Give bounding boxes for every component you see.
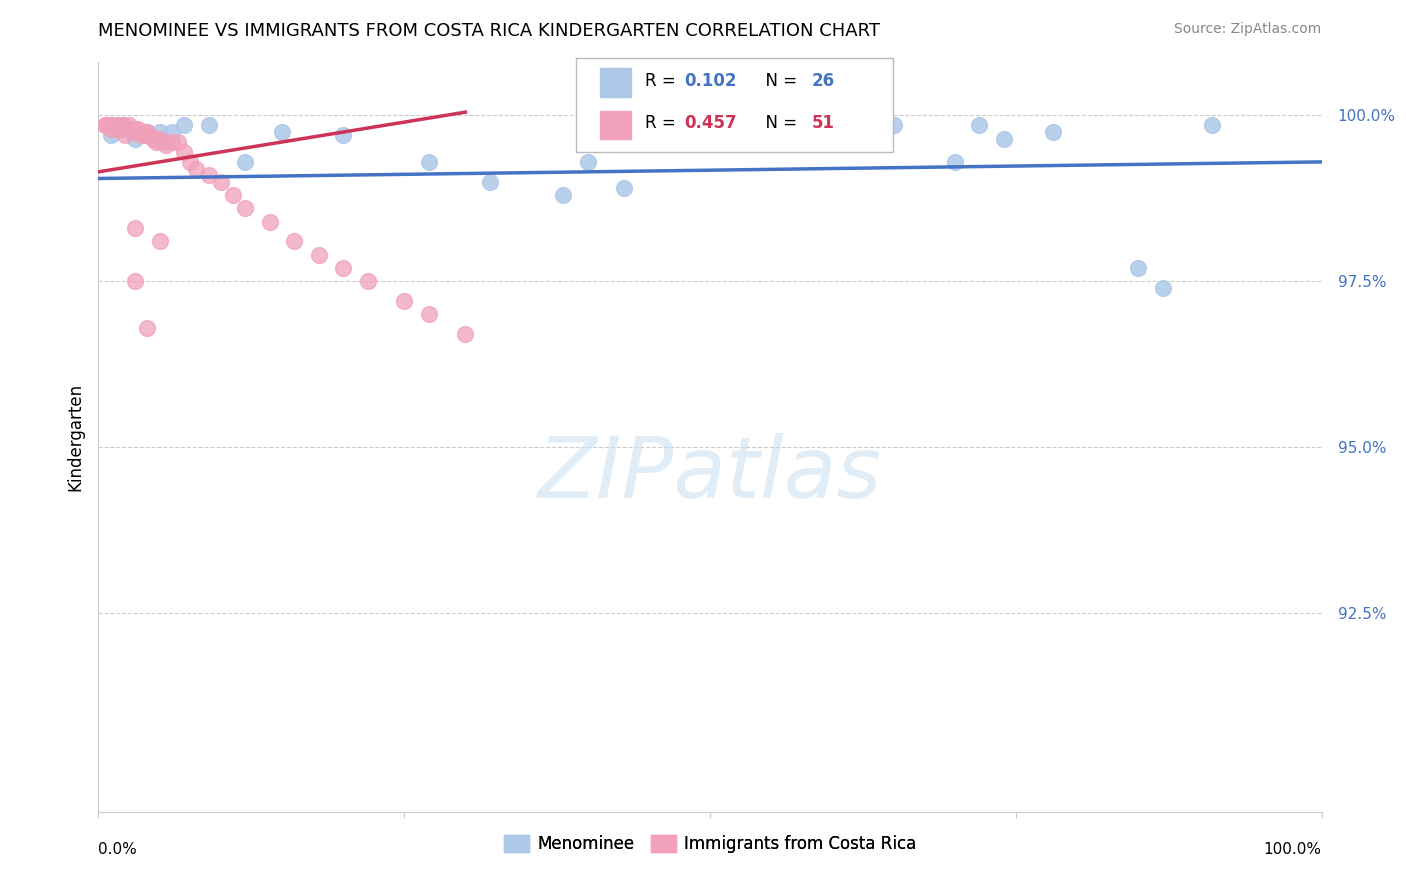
- Legend: Menominee, Immigrants from Costa Rica: Menominee, Immigrants from Costa Rica: [496, 828, 924, 860]
- Point: [105, 119, 128, 133]
- Point: [98, 119, 121, 133]
- Point: [111, 119, 134, 133]
- Point: [356, 274, 378, 288]
- Point: [197, 168, 219, 182]
- Text: 51: 51: [811, 114, 834, 132]
- Point: [136, 125, 159, 139]
- Point: [155, 138, 177, 153]
- Point: [233, 202, 256, 216]
- Point: [418, 307, 440, 321]
- Point: [723, 119, 745, 133]
- Point: [993, 131, 1015, 145]
- Point: [118, 121, 141, 136]
- Point: [96, 119, 118, 133]
- Point: [576, 155, 599, 169]
- Point: [283, 235, 305, 249]
- Point: [173, 145, 195, 159]
- Text: 26: 26: [811, 72, 834, 90]
- Point: [553, 188, 575, 202]
- Text: 100.0%: 100.0%: [1264, 842, 1322, 856]
- Point: [967, 119, 990, 133]
- Point: [197, 119, 219, 133]
- Point: [454, 327, 477, 342]
- Point: [129, 128, 152, 143]
- Point: [107, 121, 129, 136]
- Point: [127, 121, 149, 136]
- Point: [111, 121, 134, 136]
- Point: [136, 128, 159, 143]
- Y-axis label: Kindergarten: Kindergarten: [66, 383, 84, 491]
- Point: [392, 294, 416, 309]
- Point: [160, 125, 183, 139]
- Point: [1128, 260, 1150, 275]
- Point: [332, 128, 354, 143]
- Point: [1042, 125, 1064, 139]
- Text: MENOMINEE VS IMMIGRANTS FROM COSTA RICA KINDERGARTEN CORRELATION CHART: MENOMINEE VS IMMIGRANTS FROM COSTA RICA …: [98, 22, 880, 40]
- Point: [100, 121, 122, 136]
- Text: R =: R =: [645, 72, 682, 90]
- Point: [943, 155, 966, 169]
- Point: [111, 119, 134, 133]
- Point: [222, 188, 245, 202]
- Text: 0.102: 0.102: [685, 72, 737, 90]
- Text: R =: R =: [645, 114, 682, 132]
- Point: [1201, 119, 1223, 133]
- Point: [167, 135, 190, 149]
- Point: [114, 128, 136, 143]
- Point: [110, 121, 132, 136]
- Point: [124, 221, 146, 235]
- Point: [120, 121, 142, 136]
- Point: [179, 155, 201, 169]
- Point: [110, 119, 132, 133]
- Point: [173, 119, 195, 133]
- Point: [124, 274, 146, 288]
- Point: [160, 135, 183, 149]
- Point: [613, 181, 636, 195]
- Point: [104, 121, 127, 136]
- Text: 0.457: 0.457: [685, 114, 737, 132]
- Point: [209, 175, 232, 189]
- Point: [883, 119, 905, 133]
- Point: [478, 175, 501, 189]
- Point: [259, 214, 281, 228]
- Text: ZIPatlas: ZIPatlas: [538, 433, 882, 516]
- Point: [136, 125, 159, 139]
- Point: [1152, 281, 1174, 295]
- Point: [418, 155, 440, 169]
- Point: [142, 131, 165, 145]
- Text: 0.0%: 0.0%: [98, 842, 138, 856]
- Point: [186, 161, 208, 176]
- Point: [145, 135, 167, 149]
- Point: [332, 260, 354, 275]
- Point: [233, 155, 256, 169]
- Point: [124, 125, 146, 139]
- Point: [797, 119, 820, 133]
- Point: [149, 125, 172, 139]
- Point: [149, 235, 172, 249]
- Text: Source: ZipAtlas.com: Source: ZipAtlas.com: [1174, 22, 1322, 37]
- Point: [149, 131, 172, 145]
- Point: [136, 320, 159, 334]
- Point: [124, 131, 146, 145]
- Point: [100, 128, 122, 143]
- Point: [124, 121, 146, 136]
- Point: [93, 119, 115, 133]
- Point: [139, 128, 162, 143]
- Point: [134, 128, 156, 143]
- Point: [270, 125, 294, 139]
- Point: [150, 135, 173, 149]
- Text: N =: N =: [755, 114, 803, 132]
- Text: N =: N =: [755, 72, 803, 90]
- Point: [100, 119, 122, 133]
- Point: [101, 119, 124, 133]
- Point: [118, 119, 141, 133]
- Point: [308, 248, 330, 262]
